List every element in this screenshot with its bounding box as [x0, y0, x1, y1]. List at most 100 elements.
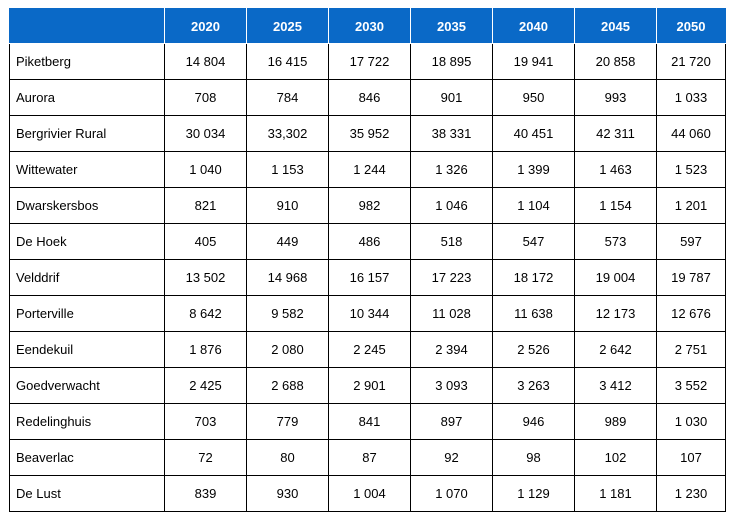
population-value-cell: 9 582 [246, 295, 329, 332]
population-value-cell: 2 688 [246, 367, 329, 404]
header-cell-year: 2035 [410, 8, 493, 44]
settlement-name-cell: Porterville [9, 295, 165, 332]
settlement-name-cell: De Lust [9, 475, 165, 512]
population-value-cell: 38 331 [410, 115, 493, 152]
population-value-cell: 42 311 [574, 115, 657, 152]
population-value-cell: 10 344 [328, 295, 411, 332]
population-value-cell: 19 787 [656, 259, 726, 296]
population-value-cell: 1 876 [164, 331, 247, 368]
population-value-cell: 1 046 [410, 187, 493, 224]
population-value-cell: 11 638 [492, 295, 575, 332]
population-value-cell: 1 463 [574, 151, 657, 188]
population-value-cell: 2 751 [656, 331, 726, 368]
settlement-name-cell: Wittewater [9, 151, 165, 188]
population-value-cell: 2 245 [328, 331, 411, 368]
population-value-cell: 1 004 [328, 475, 411, 512]
population-value-cell: 1 523 [656, 151, 726, 188]
population-value-cell: 993 [574, 79, 657, 116]
population-value-cell: 597 [656, 223, 726, 260]
table-row: De Hoek 405 449 486 518 547 573 597 [9, 223, 726, 260]
header-cell-year: 2045 [574, 8, 657, 44]
population-value-cell: 2 526 [492, 331, 575, 368]
table-row: Eendekuil 1 876 2 080 2 245 2 394 2 526 2 642 2… [9, 331, 726, 368]
header-cell-settlement [9, 8, 165, 44]
population-value-cell: 1 030 [656, 403, 726, 440]
settlement-name-cell: Velddrif [9, 259, 165, 296]
table-row: Piketberg 14 804 16 415 17 722 18 895 19 941 2… [9, 43, 726, 80]
population-value-cell: 14 804 [164, 43, 247, 80]
population-value-cell: 3 093 [410, 367, 493, 404]
header-row: 2020 2025 2030 2035 2040 2045 2050 [9, 8, 726, 44]
population-value-cell: 573 [574, 223, 657, 260]
population-value-cell: 950 [492, 79, 575, 116]
table-row: Velddrif 13 502 14 968 16 157 17 223 18 172 19… [9, 259, 726, 296]
population-value-cell: 3 263 [492, 367, 575, 404]
header-cell-year: 2030 [328, 8, 411, 44]
population-value-cell: 3 552 [656, 367, 726, 404]
settlement-name-cell: Piketberg [9, 43, 165, 80]
settlement-name-cell: Goedverwacht [9, 367, 165, 404]
population-value-cell: 1 153 [246, 151, 329, 188]
population-value-cell: 784 [246, 79, 329, 116]
table-body: Piketberg 14 804 16 415 17 722 18 895 19 941 2… [9, 43, 726, 512]
population-value-cell: 982 [328, 187, 411, 224]
population-value-cell: 13 502 [164, 259, 247, 296]
population-table: 2020 2025 2030 2035 2040 2045 2050 Piket… [9, 8, 726, 512]
population-value-cell: 11 028 [410, 295, 493, 332]
header-cell-year: 2050 [656, 8, 726, 44]
population-value-cell: 930 [246, 475, 329, 512]
population-value-cell: 821 [164, 187, 247, 224]
population-value-cell: 18 895 [410, 43, 493, 80]
table-row: De Lust 839 930 1 004 1 070 1 129 1 181 1 230 [9, 475, 726, 512]
population-value-cell: 102 [574, 439, 657, 476]
population-value-cell: 946 [492, 403, 575, 440]
population-value-cell: 486 [328, 223, 411, 260]
population-value-cell: 518 [410, 223, 493, 260]
settlement-name-cell: Aurora [9, 79, 165, 116]
population-value-cell: 2 425 [164, 367, 247, 404]
population-value-cell: 1 201 [656, 187, 726, 224]
population-value-cell: 17 223 [410, 259, 493, 296]
population-value-cell: 80 [246, 439, 329, 476]
settlement-name-cell: Beaverlac [9, 439, 165, 476]
population-value-cell: 841 [328, 403, 411, 440]
table-row: Redelinghuis 703 779 841 897 946 989 1 030 [9, 403, 726, 440]
settlement-name-cell: Dwarskersbos [9, 187, 165, 224]
population-value-cell: 901 [410, 79, 493, 116]
population-value-cell: 16 157 [328, 259, 411, 296]
population-value-cell: 17 722 [328, 43, 411, 80]
population-value-cell: 72 [164, 439, 247, 476]
population-value-cell: 2 080 [246, 331, 329, 368]
settlement-name-cell: Bergrivier Rural [9, 115, 165, 152]
population-value-cell: 35 952 [328, 115, 411, 152]
table-row: Goedverwacht 2 425 2 688 2 901 3 093 3 263 3 4… [9, 367, 726, 404]
population-value-cell: 839 [164, 475, 247, 512]
population-value-cell: 87 [328, 439, 411, 476]
table-row: Aurora 708 784 846 901 950 993 1 033 [9, 79, 726, 116]
population-value-cell: 8 642 [164, 295, 247, 332]
population-value-cell: 1 230 [656, 475, 726, 512]
table-row: Bergrivier Rural 30 034 33,302 35 952 38 331… [9, 115, 726, 152]
population-value-cell: 33,302 [246, 115, 329, 152]
population-value-cell: 16 415 [246, 43, 329, 80]
population-value-cell: 897 [410, 403, 493, 440]
population-value-cell: 1 129 [492, 475, 575, 512]
settlement-name-cell: Eendekuil [9, 331, 165, 368]
population-value-cell: 1 104 [492, 187, 575, 224]
population-value-cell: 14 968 [246, 259, 329, 296]
population-value-cell: 20 858 [574, 43, 657, 80]
population-value-cell: 30 034 [164, 115, 247, 152]
population-value-cell: 405 [164, 223, 247, 260]
population-value-cell: 1 244 [328, 151, 411, 188]
population-value-cell: 2 394 [410, 331, 493, 368]
population-value-cell: 21 720 [656, 43, 726, 80]
population-value-cell: 1 326 [410, 151, 493, 188]
population-value-cell: 779 [246, 403, 329, 440]
population-value-cell: 98 [492, 439, 575, 476]
population-value-cell: 910 [246, 187, 329, 224]
population-value-cell: 107 [656, 439, 726, 476]
population-value-cell: 708 [164, 79, 247, 116]
population-value-cell: 1 181 [574, 475, 657, 512]
settlement-name-cell: Redelinghuis [9, 403, 165, 440]
table-row: Porterville 8 642 9 582 10 344 11 028 11 638 1… [9, 295, 726, 332]
